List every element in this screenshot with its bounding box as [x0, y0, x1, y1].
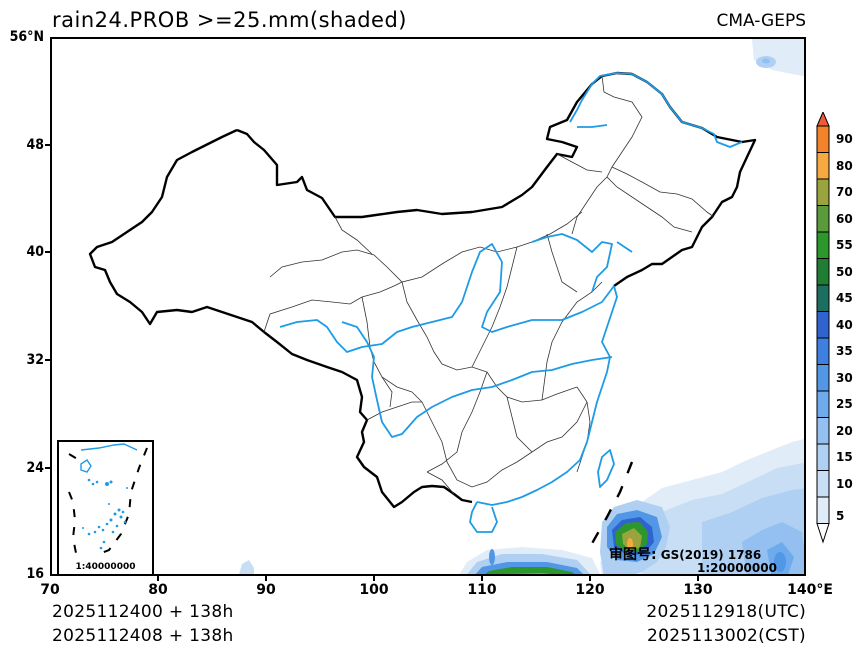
y-tick-mark	[45, 251, 51, 253]
colorbar-label: 80	[836, 159, 853, 173]
inset-scale-label: 1:40000000	[75, 562, 136, 572]
colorbar-label: 50	[836, 265, 853, 279]
colorbar-label: 25	[836, 397, 853, 411]
y-tick-label: 40	[26, 244, 44, 260]
inset-map: 1:40000000	[57, 440, 154, 574]
x-tick-mark	[481, 575, 483, 581]
inset-canvas	[68, 443, 148, 559]
model-label: CMA-GEPS	[716, 11, 806, 31]
x-tick-label: 140°E	[787, 582, 833, 598]
map-review-number: 审图号: GS(2019) 1786	[609, 544, 761, 564]
x-tick-mark	[697, 575, 699, 581]
colorbar-graphic	[816, 112, 830, 544]
map-plot-area: 1:40000000	[50, 37, 806, 576]
init-time-utc: 2025112400 + 138h	[52, 602, 234, 622]
review-label: 审图号:	[609, 547, 657, 563]
init-time-cst: 2025112408 + 138h	[52, 626, 234, 646]
x-tick-label: 100	[359, 582, 389, 598]
review-code: GS(2019) 1786	[660, 548, 762, 562]
y-tick-mark	[45, 359, 51, 361]
colorbar-label: 60	[836, 212, 853, 226]
map-canvas	[88, 39, 804, 574]
x-tick-label: 120	[575, 582, 605, 598]
probability-shading	[239, 39, 804, 574]
colorbar-label: 20	[836, 424, 853, 438]
y-tick-label: 24	[26, 460, 44, 476]
colorbar-label: 5	[836, 509, 845, 523]
valid-time-cst: 2025113002(CST)	[647, 626, 806, 646]
y-tick-mark	[45, 467, 51, 469]
x-tick-mark	[265, 575, 267, 581]
x-tick-label: 130	[683, 582, 713, 598]
colorbar-label: 15	[836, 450, 853, 464]
x-tick-label: 80	[148, 582, 168, 598]
x-tick-label: 110	[467, 582, 497, 598]
colorbar-label: 55	[836, 238, 853, 252]
y-tick-mark	[45, 144, 51, 146]
x-tick-mark	[373, 575, 375, 581]
valid-time-utc: 2025112918(UTC)	[646, 602, 806, 622]
y-tick-label: 48	[26, 137, 44, 153]
colorbar-label: 90	[836, 132, 853, 146]
main-scale-label: 1:20000000	[697, 561, 777, 575]
rivers-coastline	[279, 72, 743, 533]
colorbar-label: 45	[836, 291, 853, 305]
y-tick-label: 32	[26, 352, 44, 368]
x-tick-mark	[157, 575, 159, 581]
colorbar-label: 30	[836, 371, 853, 385]
colorbar-label: 10	[836, 477, 853, 491]
colorbar-label: 70	[836, 185, 853, 199]
chart-title: rain24.PROB >=25.mm(shaded)	[52, 8, 407, 32]
colorbar-label: 40	[836, 318, 853, 332]
colorbar-label: 35	[836, 344, 853, 358]
x-tick-label: 70	[40, 582, 60, 598]
province-borders	[263, 75, 715, 495]
x-tick-label: 90	[256, 582, 276, 598]
country-borders	[88, 71, 757, 509]
y-tick-label: 16	[26, 566, 44, 582]
y-tick-label: 56°N	[9, 29, 44, 45]
x-tick-mark	[589, 575, 591, 581]
